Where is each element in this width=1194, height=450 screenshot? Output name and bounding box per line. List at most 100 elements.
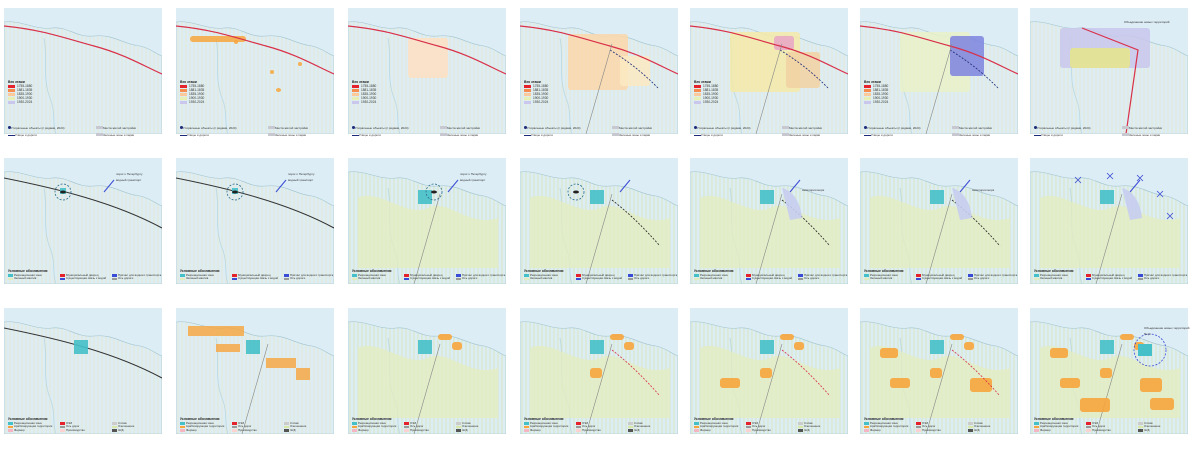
legend-label: Существующая связь с водой <box>238 276 279 281</box>
legend-item: Ж/Д <box>798 428 848 433</box>
cross-icon <box>1136 174 1144 182</box>
legend-bottom-item: Зеленые зоны и парки <box>782 133 844 137</box>
age-swatch <box>352 84 359 88</box>
green-massif <box>1040 345 1180 418</box>
urban-area <box>270 70 274 74</box>
legend-label: Ось дорог <box>582 424 596 429</box>
urban-area <box>190 36 246 42</box>
dot-icon <box>694 126 697 129</box>
age-swatch <box>352 100 359 104</box>
age-legend-label: 1900-1930 <box>533 96 549 100</box>
age-legend-item: 1755-1880 <box>180 84 204 88</box>
water-link-arrow <box>103 179 115 193</box>
legend-label: Сплав <box>974 420 983 425</box>
river-line <box>215 337 229 434</box>
legend-swatch <box>968 422 973 425</box>
urban-area <box>1120 334 1134 340</box>
legend-label: Озеленение <box>974 424 991 429</box>
age-legend-label: 1930-2024 <box>361 100 377 104</box>
recreation-zone <box>760 190 774 204</box>
legend-item: Фермер <box>180 428 230 433</box>
urban-area <box>296 368 310 380</box>
legend-bottom-item: Места жилой застройки <box>952 126 1014 130</box>
age-legend-item: 1835-1900 <box>864 92 888 96</box>
legend-bottom-item: Утиральные объекты (с рядами, 2024) <box>524 126 612 130</box>
legend-item: Рекреационная зона <box>352 421 402 426</box>
map-panel-r3-5: Условные обозначения Рекреационная зона ОЭ… <box>690 308 850 448</box>
callout-new-territory: Объединение новых территорий <box>1144 326 1189 330</box>
legend-item: Сплав <box>456 421 506 426</box>
age-legend-label: 1755-1880 <box>17 84 33 88</box>
age-legend-item: 1835-1900 <box>694 92 718 96</box>
railway-line <box>951 349 1001 397</box>
map-legend-bottom: Утиральные объекты (с рядами, 2024) Места… <box>524 126 674 137</box>
legend-label: Производство <box>410 427 429 432</box>
map-panel-r2-3: порог к Петербургу водный транспорт Условн… <box>348 158 508 298</box>
main-road <box>176 25 334 75</box>
legend-item: Существующая связь с водой <box>232 277 282 281</box>
legend-swatch <box>576 277 581 281</box>
urban-area <box>1100 368 1112 378</box>
legend-item: Муниципальный дворец <box>404 273 454 278</box>
urban-area <box>438 334 452 340</box>
legend-label: Ж/Д <box>462 427 468 432</box>
legend-title-text: Условные обозначения <box>8 417 48 421</box>
legend-swatch <box>284 429 289 432</box>
gray-swatch <box>612 133 619 136</box>
gray-swatch <box>440 126 447 129</box>
legend-item: ОЭЗ <box>232 421 282 426</box>
legend-label: Ж/Д <box>118 427 124 432</box>
map-panel-r1-2: Век этажи 1755-1880 1881-1835 1835-1900 1900… <box>176 8 336 148</box>
age-swatch <box>8 84 15 88</box>
main-road <box>860 25 1018 75</box>
legend-r2: Условные обозначения Рекреационная зона Му… <box>8 269 162 281</box>
land-area <box>4 171 162 284</box>
callout-label: водный транспорт <box>460 178 486 182</box>
legend-item: Ж/Д <box>628 428 678 433</box>
line-icon <box>180 135 187 136</box>
legend-bottom-label: Места жилой застройки <box>447 126 481 130</box>
age-swatch <box>694 96 701 100</box>
legend-swatch <box>524 277 529 281</box>
legend-swatch <box>112 274 117 277</box>
legend-swatch <box>1034 425 1039 429</box>
legend-label: Ось дороги <box>462 276 478 281</box>
age-legend-item: 1755-1880 <box>524 84 548 88</box>
legend-swatch <box>916 274 921 277</box>
legend-label: Сплав <box>634 420 643 425</box>
legend-label: Арабизирующая территория <box>870 424 909 429</box>
legend-bottom-item: Места жилой застройки <box>440 126 502 130</box>
callout-water-transport: водный транспорт <box>460 178 485 182</box>
legend-bottom-label: Зеленые зоны и парки <box>789 133 821 137</box>
age-swatch <box>8 88 15 92</box>
railway-line <box>951 199 1001 247</box>
legend-item: Причал для водного транспорта <box>456 273 506 278</box>
legend-item: Ось дороги <box>968 277 1018 281</box>
legend-item: Зеленый массив <box>352 277 402 281</box>
recreation-zone <box>590 190 604 204</box>
gray-swatch <box>268 126 275 129</box>
legend-bottom-label: Улицы и дороги <box>531 133 553 137</box>
legend-bottom-item: Улицы и дороги <box>694 133 782 137</box>
age-legend-label: 1835-1900 <box>361 92 377 96</box>
road-axis <box>241 343 269 434</box>
legend-item: Производство <box>746 428 796 433</box>
urban-area <box>276 88 281 92</box>
legend-swatch <box>232 277 237 281</box>
gray-swatch <box>1122 126 1129 129</box>
legend-item: Ось дорог <box>1086 425 1136 429</box>
legend-label: Муниципальный дворец <box>1092 272 1125 277</box>
dot-icon <box>352 126 355 129</box>
legend-swatch <box>284 277 289 281</box>
legend-swatch <box>628 429 633 432</box>
green-massif <box>358 345 498 418</box>
age-legend-item: 1755-1880 <box>694 84 718 88</box>
legend-r2: Условные обозначения Рекреационная зона Му… <box>180 269 334 281</box>
age-legend-label: 1900-1930 <box>17 96 33 100</box>
legend-swatch <box>180 277 185 281</box>
legend-swatch <box>968 429 973 432</box>
railway-line <box>781 199 831 247</box>
legend-swatch <box>864 425 869 429</box>
legend-item: Рекреационная зона <box>524 273 574 278</box>
legend-swatch <box>456 274 461 277</box>
